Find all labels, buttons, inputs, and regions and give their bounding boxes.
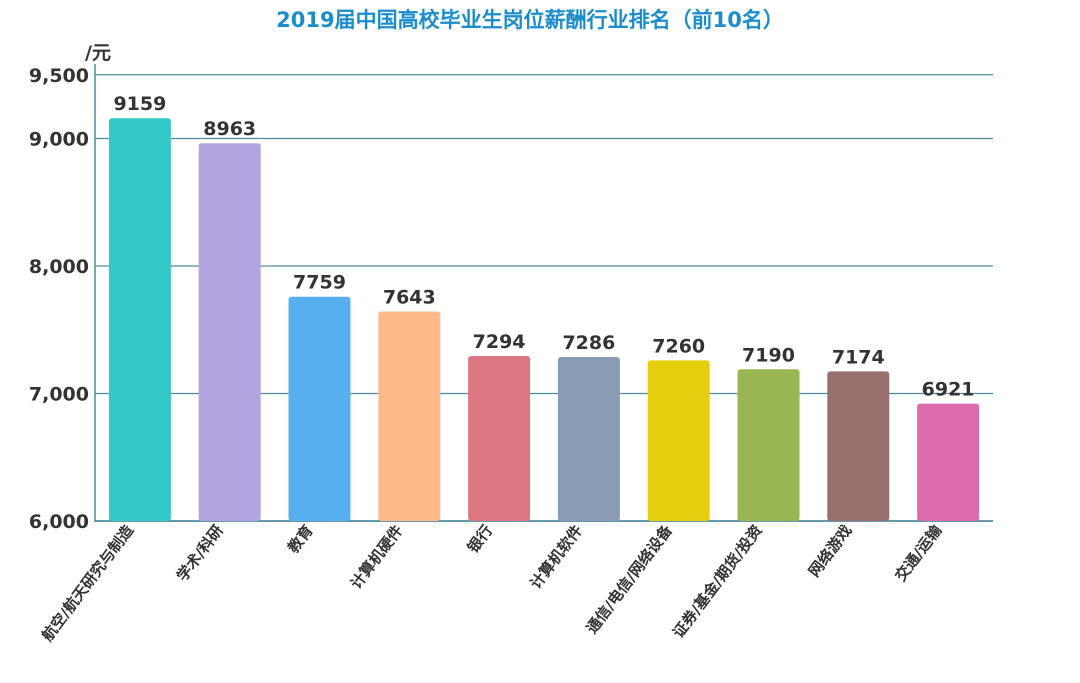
- bar: [647, 360, 710, 521]
- x-tick-label: 学术/科研: [173, 522, 227, 585]
- x-tick-label: 交通/运输: [892, 521, 946, 585]
- x-tick-label: 证券/基金/期货/投资: [669, 522, 765, 642]
- bar: [108, 118, 171, 521]
- y-axis-unit-label: /元: [85, 42, 111, 64]
- y-axis-ticks: 6,000 7,000 8,000 9,000 9,500: [29, 65, 89, 533]
- bar: [378, 311, 441, 521]
- y-tick-label: 6,000: [29, 511, 89, 533]
- data-label: 7294: [473, 331, 526, 353]
- data-label: 6921: [922, 379, 975, 401]
- x-tick-label: 教育: [284, 522, 317, 558]
- chart-title: 2019届中国高校毕业生岗位薪酬行业排名（前10名）: [276, 8, 784, 32]
- x-tick-label: 计算机软件: [527, 522, 587, 593]
- data-label: 8963: [203, 118, 256, 140]
- x-tick-label: 通信/电信/网络设备: [583, 521, 677, 637]
- x-tick-label: 计算机硬件: [347, 522, 407, 593]
- bar: [557, 357, 620, 521]
- data-label: 7643: [383, 287, 436, 309]
- data-label: 7286: [562, 332, 615, 354]
- data-label: 7190: [742, 344, 795, 366]
- y-tick-label: 9,000: [29, 129, 89, 151]
- data-labels: 9159 8963 7759 7643 7294 7286 7260 7190 7174 6921: [113, 93, 974, 400]
- data-label: 7759: [293, 272, 346, 294]
- bar: [198, 143, 261, 521]
- y-tick-label: 8,000: [29, 256, 89, 278]
- x-axis-categories: 航空/航天研究与制造 学术/科研 教育 计算机硬件 银行 计算机软件通信/电信/网络设备证…: [38, 521, 946, 645]
- bar: [468, 356, 531, 521]
- bar-series: [108, 118, 980, 521]
- bar: [827, 371, 890, 521]
- y-tick-label: 7,000: [29, 384, 89, 406]
- x-tick-label: 银行: [464, 522, 496, 557]
- data-label: 7260: [652, 335, 705, 357]
- bar: [737, 369, 800, 521]
- data-label: 9159: [113, 93, 166, 115]
- bar: [288, 296, 351, 521]
- bar: [917, 403, 980, 521]
- data-label: 7174: [832, 346, 885, 368]
- x-tick-label: 网络游戏: [805, 522, 855, 581]
- x-tick-label: 航空/航天研究与制造: [38, 522, 137, 645]
- y-tick-label: 9,500: [29, 65, 89, 87]
